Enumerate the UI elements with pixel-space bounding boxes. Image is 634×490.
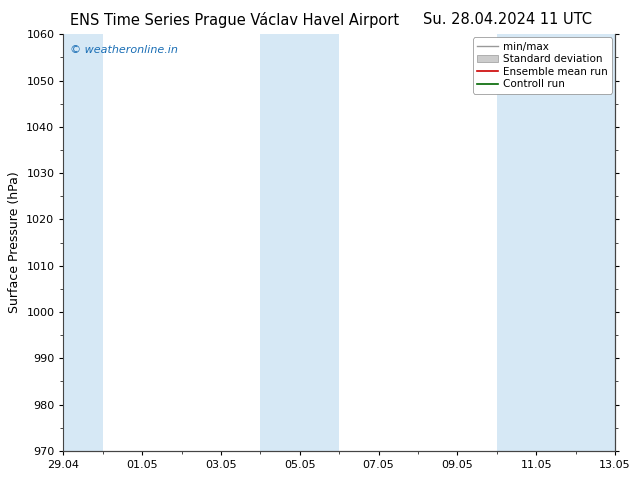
Bar	[58, 34, 103, 451]
Text: ENS Time Series Prague Václav Havel Airport: ENS Time Series Prague Václav Havel Airp…	[70, 12, 399, 28]
Text: © weatheronline.in: © weatheronline.in	[70, 45, 178, 55]
Bar	[497, 34, 621, 451]
Y-axis label: Surface Pressure (hPa): Surface Pressure (hPa)	[8, 172, 21, 314]
Bar	[261, 34, 339, 451]
Legend: min/max, Standard deviation, Ensemble mean run, Controll run: min/max, Standard deviation, Ensemble me…	[473, 37, 612, 94]
Text: Su. 28.04.2024 11 UTC: Su. 28.04.2024 11 UTC	[423, 12, 592, 27]
